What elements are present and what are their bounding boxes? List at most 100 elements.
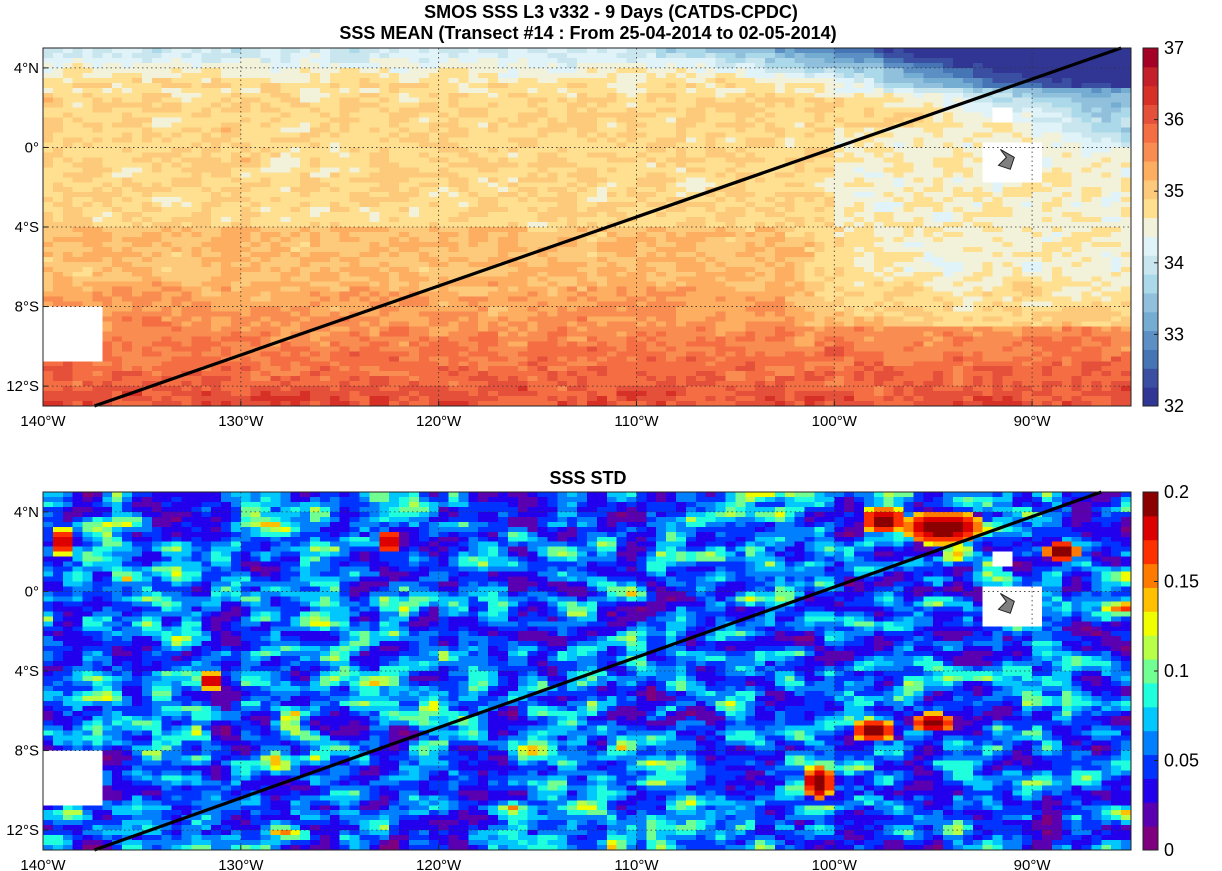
heatmap-cell [191,251,202,258]
heatmap-cell [676,167,687,173]
heatmap-cell [913,187,924,193]
heatmap-cell [458,127,469,133]
heatmap-cell [854,227,865,233]
heatmap-cell [517,127,529,133]
heatmap-cell [399,202,410,208]
heatmap-cell [626,157,637,163]
heatmap-cell [161,207,172,213]
heatmap-cell [319,246,331,253]
heatmap-cell [468,117,479,123]
heatmap-cell [250,137,261,143]
heatmap-cell [616,142,627,148]
heatmap-cell [933,266,944,273]
heatmap-cell [804,192,815,198]
heatmap-cell [151,92,163,99]
heatmap-cell [201,117,212,123]
heatmap-cell [616,207,627,213]
heatmap-cell [1022,62,1033,69]
heatmap-cell [151,246,163,253]
heatmap-cell [418,187,430,193]
heatmap-cell [497,241,509,248]
heatmap-cell [943,246,954,253]
heatmap-cell [755,107,766,114]
heatmap-cell [240,207,252,213]
heatmap-cell [389,251,400,258]
heatmap-cell [1081,97,1092,104]
heatmap-cell [399,48,410,54]
heatmap-cell [448,227,459,233]
heatmap-cell [527,117,538,123]
heatmap-cell [141,217,153,223]
heatmap-cell [587,77,598,84]
heatmap-cell [863,227,875,233]
heatmap-cell [418,197,430,203]
heatmap-cell [82,192,93,198]
heatmap-cell [280,246,291,253]
heatmap-cell [1002,172,1013,178]
heatmap-cell [527,137,538,143]
heatmap-cell [863,72,875,79]
heatmap-cell [893,82,904,89]
heatmap-cell [497,187,509,193]
heatmap-cell [745,107,756,114]
heatmap-cell [319,92,331,99]
heatmap-cell [844,122,855,128]
heatmap-cell [468,147,479,153]
heatmap-cell [557,182,568,188]
heatmap-cell [1061,127,1073,133]
heatmap-cell [972,236,984,243]
heatmap-cell [755,117,766,123]
heatmap-cell [1111,137,1122,143]
heatmap-cell [319,87,331,94]
heatmap-cell [280,77,291,84]
heatmap-cell [448,127,459,133]
heatmap-cell [62,122,74,128]
heatmap-cell [418,231,430,238]
heatmap-cell [339,127,351,133]
heatmap-cell [240,48,252,54]
heatmap-cell [824,212,835,218]
heatmap-cell [478,137,489,143]
heatmap-cell [359,222,370,228]
heatmap-cell [300,202,311,208]
heatmap-cell [755,48,766,54]
heatmap-cell [923,52,934,59]
heatmap-cell [705,67,716,74]
heatmap-cell [972,212,984,218]
heatmap-cell [43,137,54,143]
heatmap-cell [230,162,242,168]
heatmap-cell [1101,132,1112,138]
heatmap-cell [112,197,123,203]
heatmap-cell [141,167,153,173]
heatmap-cell [418,217,430,223]
heatmap-cell [211,231,222,238]
heatmap-cell [82,227,93,233]
heatmap-cell [122,92,133,99]
heatmap-cell [72,227,83,233]
heatmap-cell [171,241,182,248]
heatmap-cell [844,132,855,138]
heatmap-cell [1111,147,1122,153]
heatmap-cell [804,147,815,153]
heatmap-cell [240,197,252,203]
heatmap-cell [478,241,489,248]
heatmap-cell [408,266,420,273]
heatmap-cell [240,132,252,138]
heatmap-cell [201,207,212,213]
heatmap-cell [359,97,370,104]
heatmap-cell [497,127,509,133]
heatmap-cell [616,87,627,94]
heatmap-cell [497,202,509,208]
heatmap-cell [824,67,835,74]
heatmap-cell [913,92,924,99]
heatmap-cell [448,222,459,228]
heatmap-cell [1061,132,1073,138]
heatmap-cell [52,152,64,158]
heatmap-cell [537,72,548,79]
heatmap-cell [676,246,687,253]
heatmap-cell [517,207,529,213]
heatmap-cell [755,87,766,94]
heatmap-cell [903,231,914,238]
heatmap-cell [537,48,548,54]
heatmap-cell [527,122,538,128]
